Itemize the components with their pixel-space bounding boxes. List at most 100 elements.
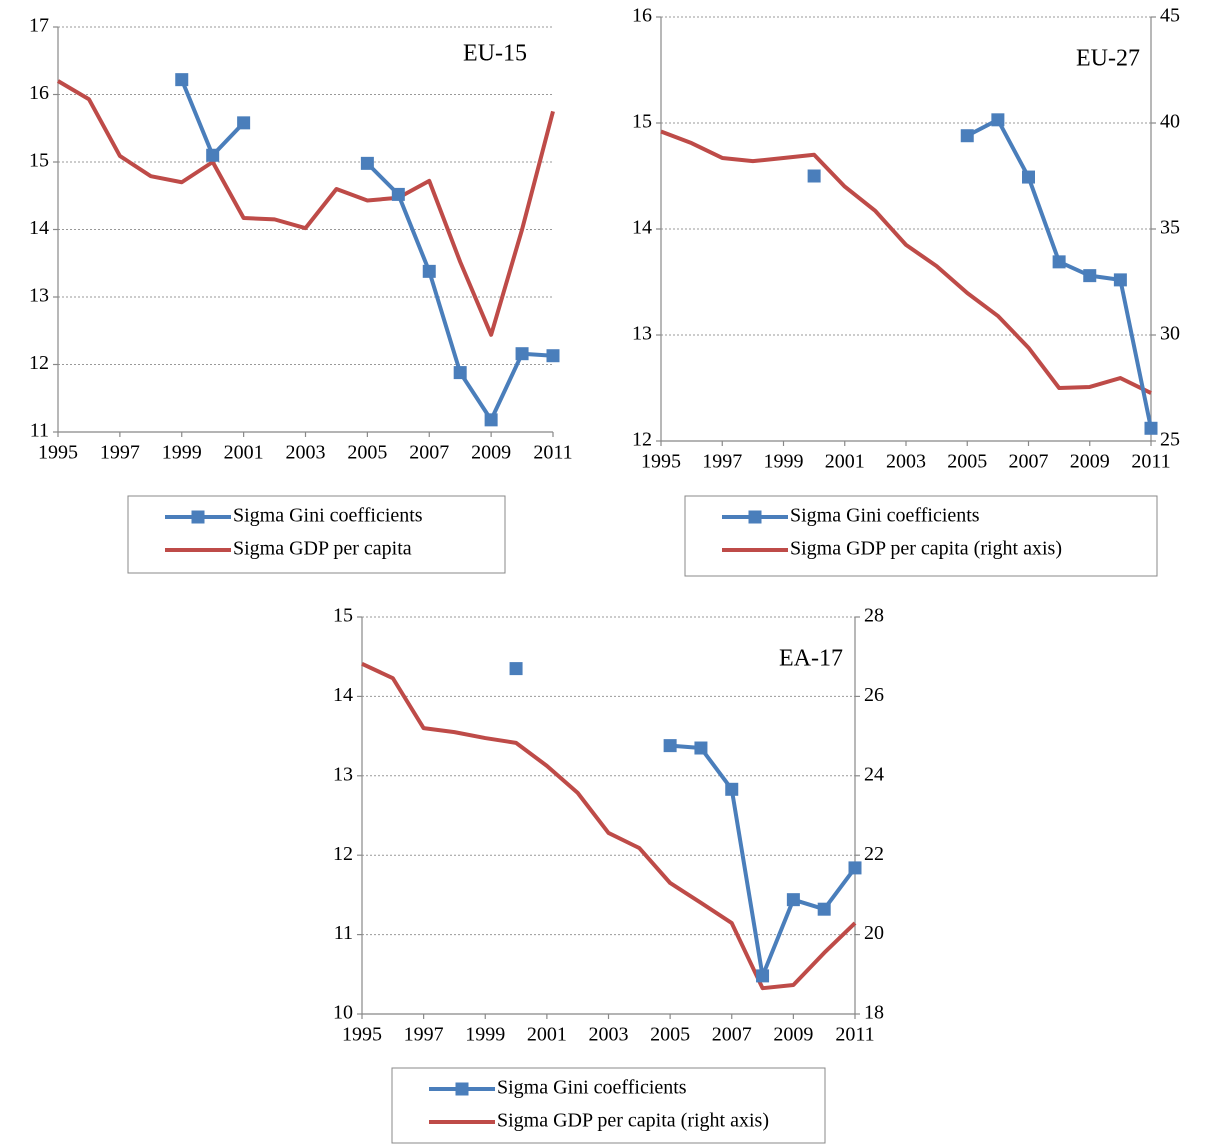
marker bbox=[422, 264, 436, 278]
marker bbox=[546, 349, 560, 363]
legend: Sigma Gini coefficients Sigma GDP per cap… bbox=[127, 495, 506, 574]
legend-marker bbox=[191, 510, 205, 524]
marker bbox=[725, 782, 739, 796]
legend-label: Sigma GDP per capita (right axis) bbox=[790, 538, 1062, 560]
marker bbox=[1022, 170, 1035, 184]
series-line bbox=[365, 161, 554, 422]
marker bbox=[756, 969, 770, 983]
marker bbox=[807, 169, 821, 183]
panel-title: EU-15 bbox=[463, 41, 527, 67]
legend: Sigma Gini coefficients Sigma GDP per cap… bbox=[391, 1067, 826, 1144]
legend-label: Sigma GDP per capita (right axis) bbox=[497, 1110, 769, 1132]
y-tick-label: 15 bbox=[333, 605, 353, 627]
y-tick-label: 16 bbox=[29, 82, 49, 104]
marker bbox=[1052, 255, 1066, 269]
y2-tick-label: 26 bbox=[864, 684, 884, 706]
x-tick-label: 2001 bbox=[825, 451, 865, 473]
marker bbox=[509, 662, 523, 676]
y-tick-label: 10 bbox=[333, 1002, 353, 1024]
y2-tick-label: 45 bbox=[1160, 5, 1180, 27]
x-tick-label: 1997 bbox=[702, 451, 742, 473]
y-tick-label: 15 bbox=[632, 111, 652, 133]
x-tick-label: 2001 bbox=[527, 1024, 567, 1046]
x-tick-label: 2011 bbox=[835, 1024, 874, 1046]
y2-tick-label: 25 bbox=[1160, 429, 1180, 451]
legend-box bbox=[127, 495, 506, 574]
x-tick-label: 1997 bbox=[100, 442, 140, 464]
legend-label: Sigma Gini coefficients bbox=[790, 505, 980, 527]
x-tick-label: 2003 bbox=[589, 1024, 629, 1046]
marker bbox=[786, 893, 800, 907]
y-tick-label: 12 bbox=[333, 843, 353, 865]
series-line bbox=[361, 662, 857, 991]
y-tick-label: 11 bbox=[334, 922, 353, 944]
x-tick-label: 2009 bbox=[773, 1024, 813, 1046]
marker bbox=[453, 366, 467, 380]
x-tick-label: 2007 bbox=[1009, 451, 1049, 473]
x-tick-label: 2007 bbox=[712, 1024, 752, 1046]
y-tick-label: 12 bbox=[29, 352, 49, 374]
y-tick-label: 17 bbox=[29, 15, 49, 37]
y-tick-label: 14 bbox=[29, 217, 49, 239]
y-tick-label: 11 bbox=[30, 420, 49, 442]
marker bbox=[1113, 273, 1127, 287]
y2-tick-label: 40 bbox=[1160, 111, 1180, 133]
marker bbox=[960, 129, 974, 143]
marker bbox=[206, 148, 220, 162]
series-line bbox=[179, 78, 246, 158]
marker bbox=[663, 739, 677, 753]
y2-tick-label: 18 bbox=[864, 1002, 884, 1024]
y2-tick-label: 24 bbox=[864, 763, 884, 785]
legend-label: Sigma GDP per capita bbox=[233, 538, 412, 560]
legend-marker bbox=[748, 510, 762, 524]
y-tick-label: 14 bbox=[632, 217, 652, 239]
y-tick-label: 15 bbox=[29, 150, 49, 172]
marker bbox=[1144, 421, 1158, 435]
series-line bbox=[660, 129, 1152, 395]
y2-tick-label: 22 bbox=[864, 843, 884, 865]
marker bbox=[515, 347, 529, 361]
series-line bbox=[56, 79, 555, 337]
marker bbox=[694, 741, 708, 755]
x-tick-label: 1995 bbox=[641, 451, 681, 473]
x-tick-label: 2003 bbox=[886, 451, 926, 473]
y-tick-label: 12 bbox=[632, 429, 652, 451]
x-tick-label: 2011 bbox=[533, 442, 572, 464]
marker bbox=[391, 187, 405, 201]
legend-label: Sigma Gini coefficients bbox=[233, 505, 423, 527]
marker bbox=[237, 116, 251, 130]
x-tick-label: 1999 bbox=[465, 1024, 505, 1046]
x-tick-label: 2005 bbox=[947, 451, 987, 473]
legend-box bbox=[391, 1067, 826, 1144]
panel-title: EU-27 bbox=[1076, 46, 1140, 72]
y2-tick-label: 35 bbox=[1160, 217, 1180, 239]
x-tick-label: 2001 bbox=[224, 442, 264, 464]
y-tick-label: 14 bbox=[333, 684, 353, 706]
marker bbox=[484, 413, 498, 427]
x-tick-label: 1995 bbox=[38, 442, 78, 464]
panel-title: EA-17 bbox=[779, 646, 843, 672]
marker bbox=[817, 902, 831, 916]
y-tick-label: 13 bbox=[632, 323, 652, 345]
x-tick-label: 2009 bbox=[471, 442, 511, 464]
legend: Sigma Gini coefficients Sigma GDP per cap… bbox=[684, 495, 1158, 577]
legend-marker bbox=[455, 1082, 469, 1096]
marker bbox=[360, 156, 374, 170]
marker bbox=[1083, 269, 1097, 283]
x-tick-label: 2005 bbox=[650, 1024, 690, 1046]
marker bbox=[991, 113, 1005, 127]
x-tick-label: 2005 bbox=[347, 442, 387, 464]
marker bbox=[175, 73, 189, 87]
x-tick-label: 2007 bbox=[409, 442, 449, 464]
marker bbox=[848, 861, 862, 875]
legend-box bbox=[684, 495, 1158, 577]
y2-tick-label: 28 bbox=[864, 605, 884, 627]
x-tick-label: 2011 bbox=[1131, 451, 1170, 473]
series-line bbox=[669, 743, 857, 978]
x-tick-label: 2009 bbox=[1070, 451, 1110, 473]
y2-tick-label: 20 bbox=[864, 922, 884, 944]
y-tick-label: 13 bbox=[333, 763, 353, 785]
y-tick-label: 13 bbox=[29, 285, 49, 307]
